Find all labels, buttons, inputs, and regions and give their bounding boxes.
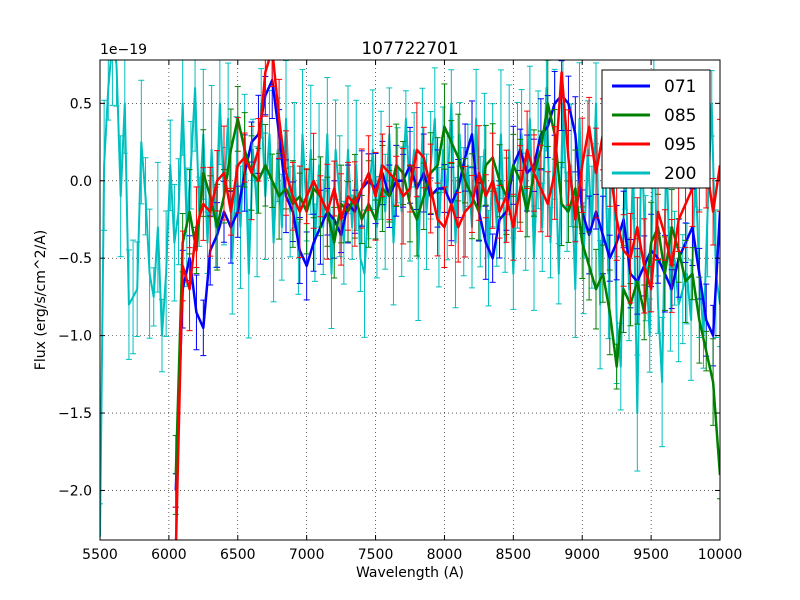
x-tick-label: 9500 (633, 547, 669, 563)
x-tick-label: 5500 (82, 547, 118, 563)
chart-title: 107722701 (361, 39, 458, 59)
axis-ticks: 5500 6000 6500 7000 7500 8000 8500 9000 9500 1000… (58, 60, 742, 563)
y-tick-label: −2.0 (58, 483, 92, 499)
x-tick-label: 6500 (220, 547, 256, 563)
series-line-071 (174, 78, 720, 491)
legend-label-071: 071 (664, 77, 696, 97)
x-tick-label: 7000 (289, 547, 325, 563)
y-offset-label: 1e−19 (100, 42, 147, 58)
x-tick-label: 6000 (151, 547, 187, 563)
y-tick-label: −1.5 (58, 406, 92, 422)
series-layer (100, 60, 720, 540)
legend-label-095: 095 (664, 135, 696, 155)
legend: 071 085 095 200 (601, 69, 711, 189)
y-axis-label: Flux (erg/s/cm^2/A) (33, 230, 49, 370)
x-tick-label: 10000 (698, 547, 743, 563)
x-tick-label: 8500 (496, 547, 532, 563)
plot-frame (99, 59, 721, 541)
x-axis-label: Wavelength (A) (356, 565, 464, 581)
series-line-085 (174, 102, 720, 476)
legend-label-200: 200 (664, 164, 696, 184)
y-tick-label: 0.0 (70, 174, 92, 190)
x-tick-label: 9000 (564, 547, 600, 563)
y-tick-label: −0.5 (58, 251, 92, 267)
series-line-095 (174, 60, 720, 540)
y-tick-label: 0.5 (70, 96, 92, 112)
x-tick-label: 7500 (358, 547, 394, 563)
y-tick-label: −1.0 (58, 329, 92, 345)
x-tick-label: 8000 (427, 547, 463, 563)
legend-box (601, 69, 711, 189)
legend-label-085: 085 (664, 106, 696, 126)
series-200 (100, 60, 720, 540)
